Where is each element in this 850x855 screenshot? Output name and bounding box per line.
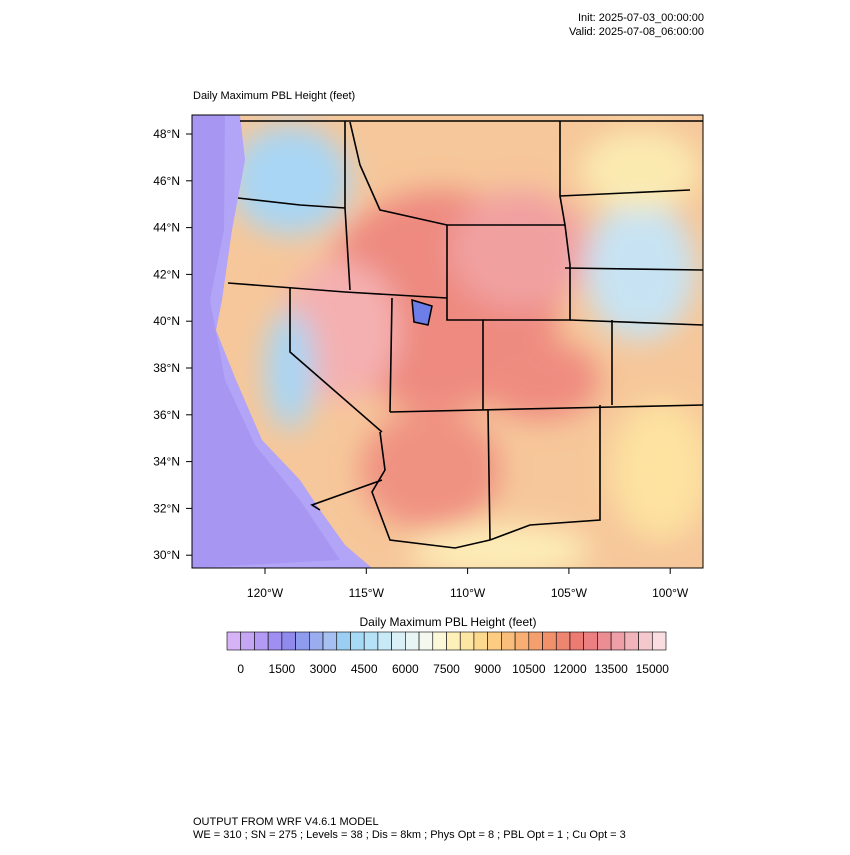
lat-label: 46°N <box>153 174 180 188</box>
map-ticks: 48°N 46°N 44°N 42°N 40°N 38°N 36°N 34°N 32°N 30°N… <box>153 127 689 600</box>
colorbar-box <box>391 631 406 651</box>
colorbar-box <box>336 631 351 651</box>
colorbar-label: 10500 <box>512 662 546 676</box>
colorbar-box <box>501 631 516 651</box>
lat-label: 42°N <box>153 267 180 281</box>
lon-label: 110°W <box>450 586 486 600</box>
colorbar-box <box>322 631 338 651</box>
colorbar-box <box>309 631 324 651</box>
colorbar-label: 13500 <box>594 662 628 676</box>
colorbar-box <box>528 631 543 651</box>
colorbar-box <box>569 631 584 651</box>
colorbar-box <box>363 631 379 651</box>
lat-label: 32°N <box>153 501 180 515</box>
lat-label: 44°N <box>153 221 180 235</box>
colorbar-box <box>638 631 653 651</box>
lat-label: 38°N <box>153 361 180 375</box>
init-time: Init: 2025-07-03_00:00:00 <box>578 12 704 24</box>
colorbar-label: 12000 <box>553 662 587 676</box>
footer-line: WE = 310 ; SN = 275 ; Levels = 38 ; Dis … <box>193 829 626 841</box>
colorbar-box <box>597 631 612 651</box>
colorbar-box <box>555 631 571 651</box>
colorbar-label: 4500 <box>351 662 378 676</box>
colorbar-label: 15000 <box>636 662 670 676</box>
colorbar: 0 1500 3000 4500 6000 7500 9000 10500 12000 13500… <box>226 631 670 676</box>
colorbar-box <box>514 631 530 651</box>
colorbar-box <box>418 631 434 651</box>
map-title: Daily Maximum PBL Height (feet) <box>193 90 355 102</box>
colorbar-box <box>226 631 242 651</box>
lat-label: 30°N <box>153 548 180 562</box>
lon-label: 105°W <box>551 586 588 600</box>
colorbar-box <box>542 631 557 651</box>
state-borders <box>227 120 703 549</box>
map-frame <box>191 114 704 569</box>
lat-label: 34°N <box>153 455 180 469</box>
colorbar-box <box>651 631 667 651</box>
colorbar-label: 0 <box>237 662 244 676</box>
valid-time: Valid: 2025-07-08_06:00:00 <box>569 26 704 38</box>
colorbar-box <box>610 631 626 651</box>
lat-label: 36°N <box>153 408 180 422</box>
lon-label: 120°W <box>247 586 284 600</box>
lat-label: 48°N <box>153 127 180 141</box>
colorbar-box <box>295 631 310 651</box>
colorbar-box <box>459 631 475 651</box>
colorbar-box <box>473 631 488 651</box>
footer-line: OUTPUT FROM WRF V4.6.1 MODEL <box>193 816 379 828</box>
colorbar-box <box>487 631 502 651</box>
colorbar-box <box>377 631 392 651</box>
lat-label: 40°N <box>153 314 180 328</box>
colorbar-box <box>281 631 296 651</box>
lon-label: 115°W <box>349 586 385 600</box>
colorbar-label: 3000 <box>310 662 337 676</box>
colorbar-label: 7500 <box>433 662 460 676</box>
colorbar-box <box>267 631 283 651</box>
colorbar-box <box>624 631 639 651</box>
colorbar-label: 1500 <box>269 662 296 676</box>
colorbar-box <box>583 631 598 651</box>
colorbar-box <box>446 631 461 651</box>
colorbar-box <box>240 631 255 651</box>
lon-label: 100°W <box>652 586 689 600</box>
colorbar-box <box>405 631 420 651</box>
colorbar-label: 6000 <box>392 662 419 676</box>
colorbar-box <box>432 631 447 651</box>
colorbar-label: 9000 <box>474 662 501 676</box>
colorbar-title: Daily Maximum PBL Height (feet) <box>360 615 537 629</box>
colorbar-box <box>350 631 365 651</box>
map-field <box>192 115 703 568</box>
colorbar-box <box>254 631 269 651</box>
